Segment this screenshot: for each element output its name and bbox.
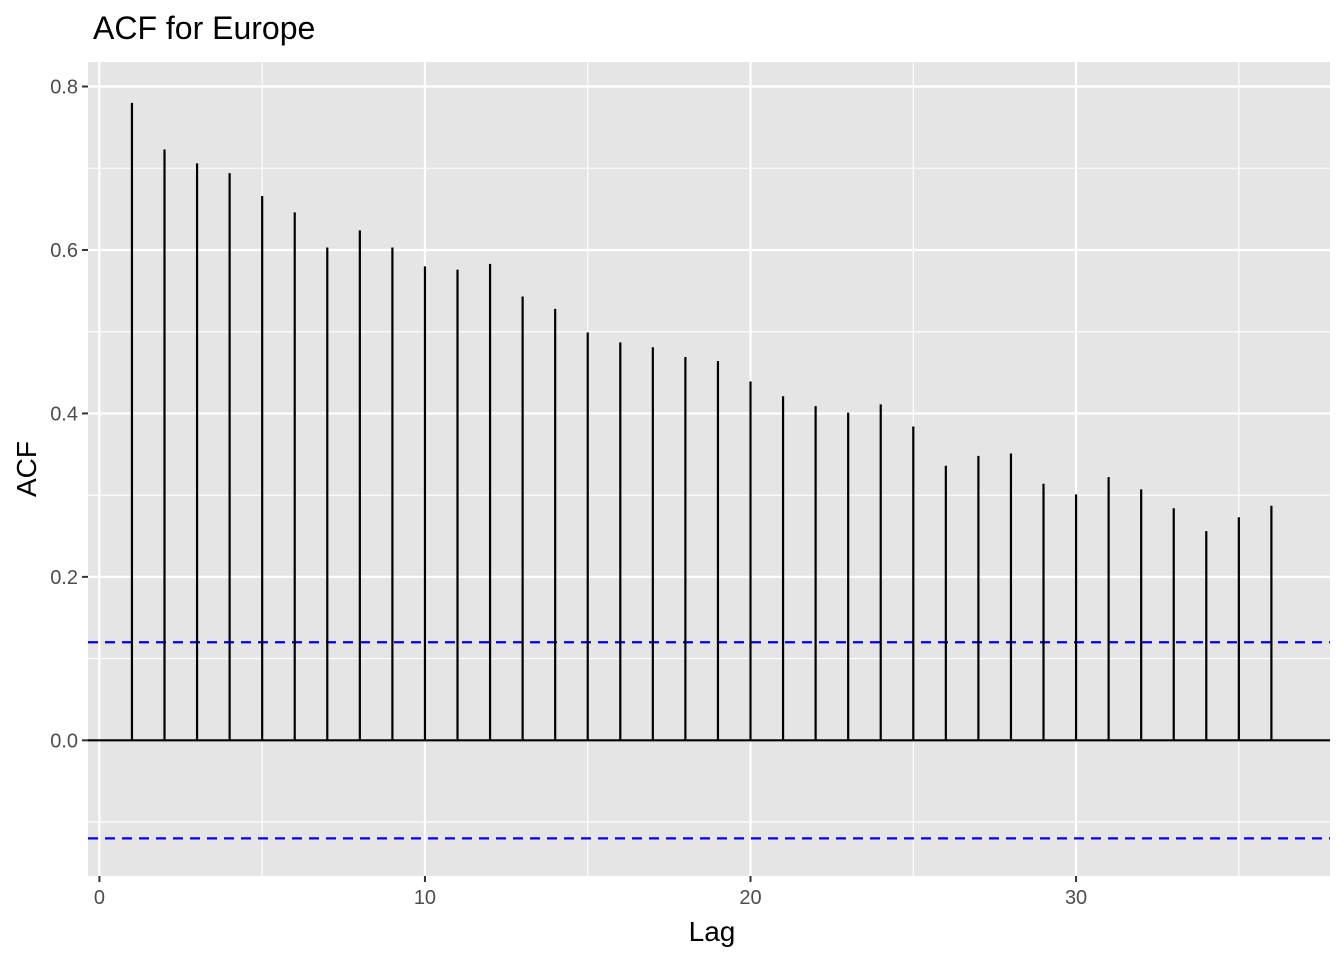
y-tick-label: 0.8 xyxy=(50,77,78,99)
y-tick-label: 0.2 xyxy=(50,567,78,589)
x-axis-ticks: 0 10 20 30 xyxy=(94,876,1087,909)
x-tick-label: 0 xyxy=(94,887,105,909)
x-tick-label: 30 xyxy=(1065,887,1087,909)
y-tick-label: 0.4 xyxy=(50,403,78,425)
y-axis-ticks: 0.0 0.2 0.4 0.6 0.8 xyxy=(50,77,88,752)
y-tick-label: 0.6 xyxy=(50,240,78,262)
x-tick-label: 20 xyxy=(739,887,761,909)
y-axis-title: ACF xyxy=(11,441,42,497)
y-tick-label: 0.0 xyxy=(50,730,78,752)
plot-panel xyxy=(88,62,1330,876)
x-tick-label: 10 xyxy=(414,887,436,909)
acf-bars xyxy=(88,102,1330,742)
chart-title: ACF for Europe xyxy=(93,10,315,46)
x-axis-title: Lag xyxy=(689,916,736,947)
